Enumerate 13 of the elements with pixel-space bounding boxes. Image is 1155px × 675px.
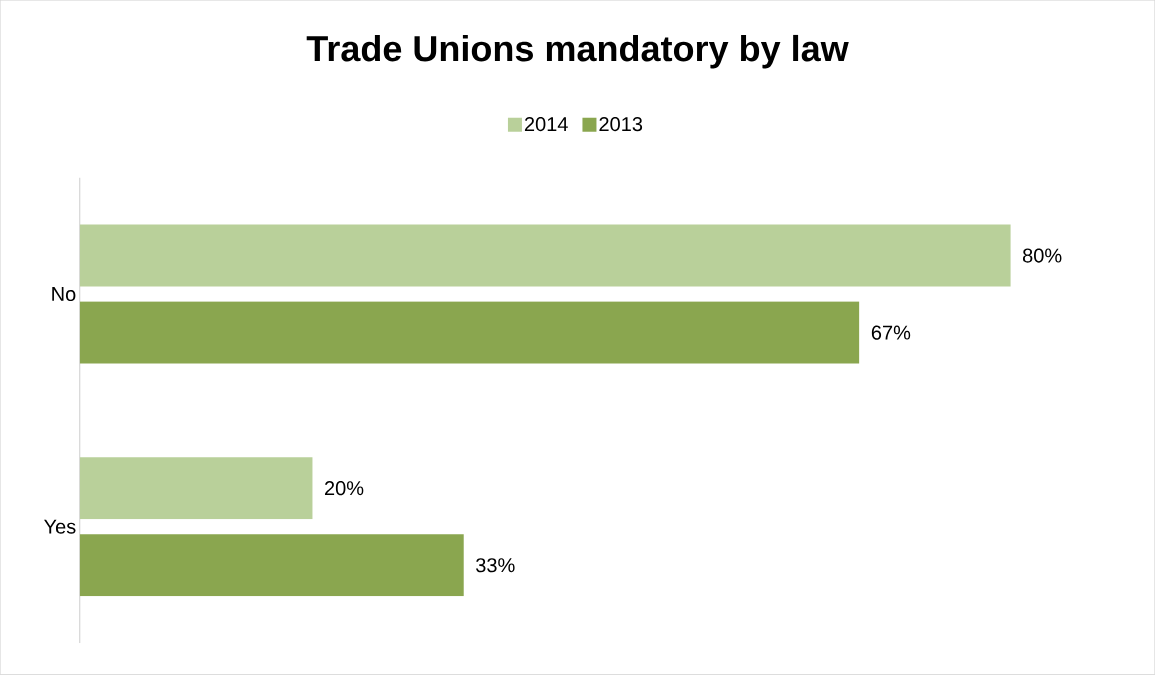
data-label: 33% bbox=[476, 558, 515, 573]
chart-title: Trade Unions mandatory by law bbox=[306, 35, 849, 69]
y-tick-label: Yes bbox=[44, 519, 76, 534]
bar bbox=[79, 224, 1011, 287]
data-label: 80% bbox=[1022, 248, 1062, 263]
data-label: 67% bbox=[871, 325, 911, 340]
legend-label: 2013 bbox=[599, 117, 643, 132]
legend-label: 2014 bbox=[524, 117, 568, 132]
data-label: 20% bbox=[324, 481, 364, 496]
bar bbox=[79, 301, 860, 364]
y-tick-label: No bbox=[52, 287, 76, 302]
bar bbox=[79, 457, 313, 520]
bar bbox=[79, 534, 464, 597]
